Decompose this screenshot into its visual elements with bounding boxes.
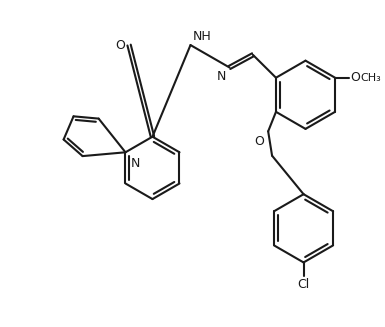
Text: N: N: [217, 70, 226, 83]
Text: O: O: [116, 39, 125, 52]
Text: Cl: Cl: [298, 278, 310, 291]
Text: NH: NH: [192, 30, 211, 43]
Text: CH₃: CH₃: [360, 73, 381, 83]
Text: N: N: [131, 157, 140, 170]
Text: O: O: [351, 71, 360, 84]
Text: O: O: [254, 135, 264, 148]
